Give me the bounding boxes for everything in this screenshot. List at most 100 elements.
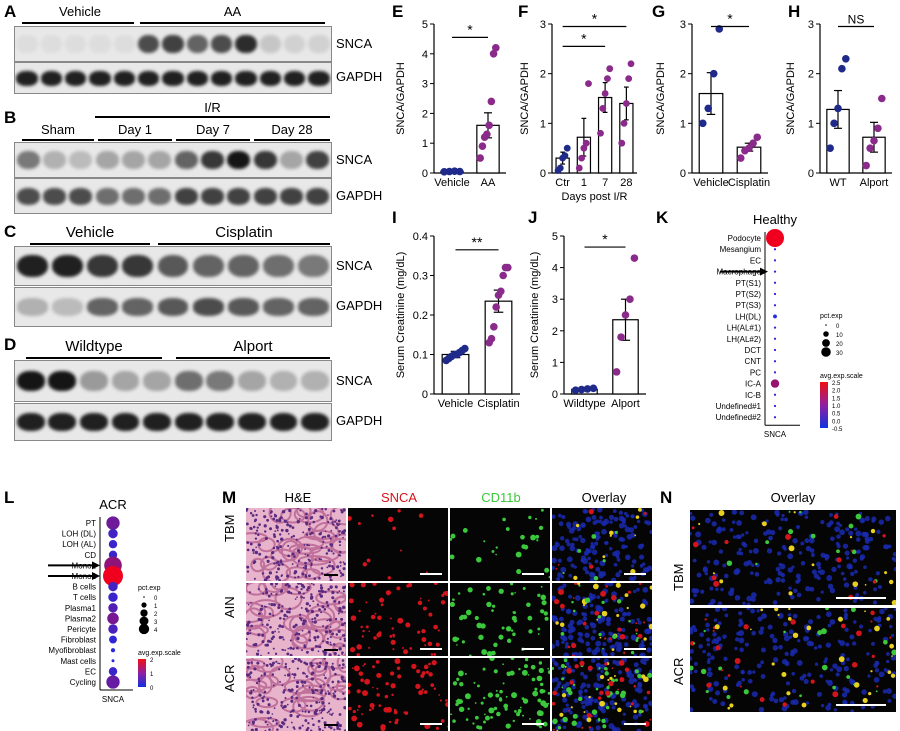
nucleus (310, 595, 314, 599)
stain-signal (357, 522, 361, 526)
micrograph-overlay (690, 608, 896, 712)
micrograph-overlay (552, 658, 652, 731)
nucleus (690, 599, 693, 604)
stain-signal (838, 656, 845, 663)
stain-signal (874, 625, 880, 632)
stain-signal (452, 681, 458, 686)
nucleus (324, 590, 327, 594)
stain-signal (601, 611, 605, 615)
nucleus (795, 573, 801, 579)
stain-signal (450, 533, 456, 539)
blot-band (69, 150, 93, 170)
tubule (293, 508, 325, 524)
nucleus (294, 598, 297, 600)
nucleus (829, 512, 833, 517)
micrograph-snca-svg (348, 508, 448, 581)
stain-signal (548, 575, 550, 579)
stain-signal (597, 615, 602, 619)
dot (108, 624, 118, 634)
cell-type-label: EC (750, 256, 761, 265)
nucleus (277, 662, 279, 665)
nucleus (266, 710, 270, 715)
cell-type-label: CD (84, 551, 96, 560)
nucleus (272, 614, 275, 617)
nucleus (312, 520, 316, 524)
row-label-acr: ACR (222, 664, 237, 692)
nucleus (796, 525, 800, 530)
stain-signal (771, 662, 775, 666)
micrograph-cd11b-svg (450, 583, 550, 656)
nucleus (263, 578, 268, 581)
arrow-icon (92, 572, 100, 580)
y-tick-label: 0 (808, 168, 814, 180)
nucleus (566, 556, 573, 563)
nucleus (723, 656, 728, 662)
stain-signal (488, 707, 495, 714)
stain-signal (635, 515, 640, 519)
stain-signal (417, 630, 421, 634)
nucleus (565, 661, 570, 666)
nucleus (799, 675, 805, 681)
nucleus (330, 550, 333, 553)
nucleus (301, 629, 304, 632)
legend-value: 3 (154, 620, 158, 626)
nucleus (746, 608, 751, 611)
stain-signal (373, 636, 377, 640)
nucleus (322, 640, 325, 643)
nucleus (326, 604, 330, 607)
blot-band (174, 371, 203, 391)
stain-signal (474, 715, 479, 720)
nucleus (634, 687, 640, 692)
stain-signal (559, 603, 565, 609)
blot-band (137, 70, 160, 86)
cell-type-label: Mast cells (60, 657, 96, 666)
x-tick-label: Alport (860, 177, 889, 189)
stain-signal (385, 590, 391, 596)
western-blot-snca (14, 246, 332, 286)
nucleus (291, 659, 295, 663)
nucleus (791, 565, 795, 569)
nucleus (343, 562, 346, 566)
nucleus (311, 620, 314, 623)
nucleus (705, 628, 710, 632)
legend-size-dot (825, 324, 827, 326)
nucleus (343, 639, 346, 642)
nucleus (331, 632, 335, 636)
nucleus (336, 524, 339, 527)
nucleus (698, 644, 703, 649)
nucleus (808, 619, 814, 625)
nucleus (566, 521, 572, 528)
nucleus (334, 526, 338, 530)
nucleus (288, 667, 291, 670)
blot-band (279, 187, 304, 205)
stain-signal (614, 530, 618, 534)
legend-color-bar (138, 659, 146, 687)
nucleus (707, 602, 714, 605)
nucleus (257, 633, 261, 637)
nucleus (314, 639, 317, 642)
scale-bar (324, 574, 338, 576)
y-tick-label: 5 (552, 231, 558, 243)
nucleus (699, 632, 704, 638)
nucleus (324, 630, 329, 634)
nucleus (341, 651, 344, 654)
scale-bar (324, 649, 338, 651)
nucleus (695, 531, 702, 538)
x-tick-label: 1 (581, 177, 587, 189)
nucleus (297, 560, 300, 563)
nucleus (714, 690, 721, 696)
nucleus (246, 638, 248, 641)
micrograph-overlay-svg (552, 658, 652, 731)
nucleus (751, 691, 758, 698)
nucleus (319, 661, 322, 665)
nucleus (635, 703, 640, 708)
stain-signal (799, 510, 802, 514)
nucleus (278, 631, 280, 633)
nucleus (855, 530, 862, 537)
y-tick-label: 2 (680, 69, 686, 81)
nucleus (281, 648, 284, 651)
nucleus (734, 646, 738, 651)
stain-signal (360, 583, 366, 588)
